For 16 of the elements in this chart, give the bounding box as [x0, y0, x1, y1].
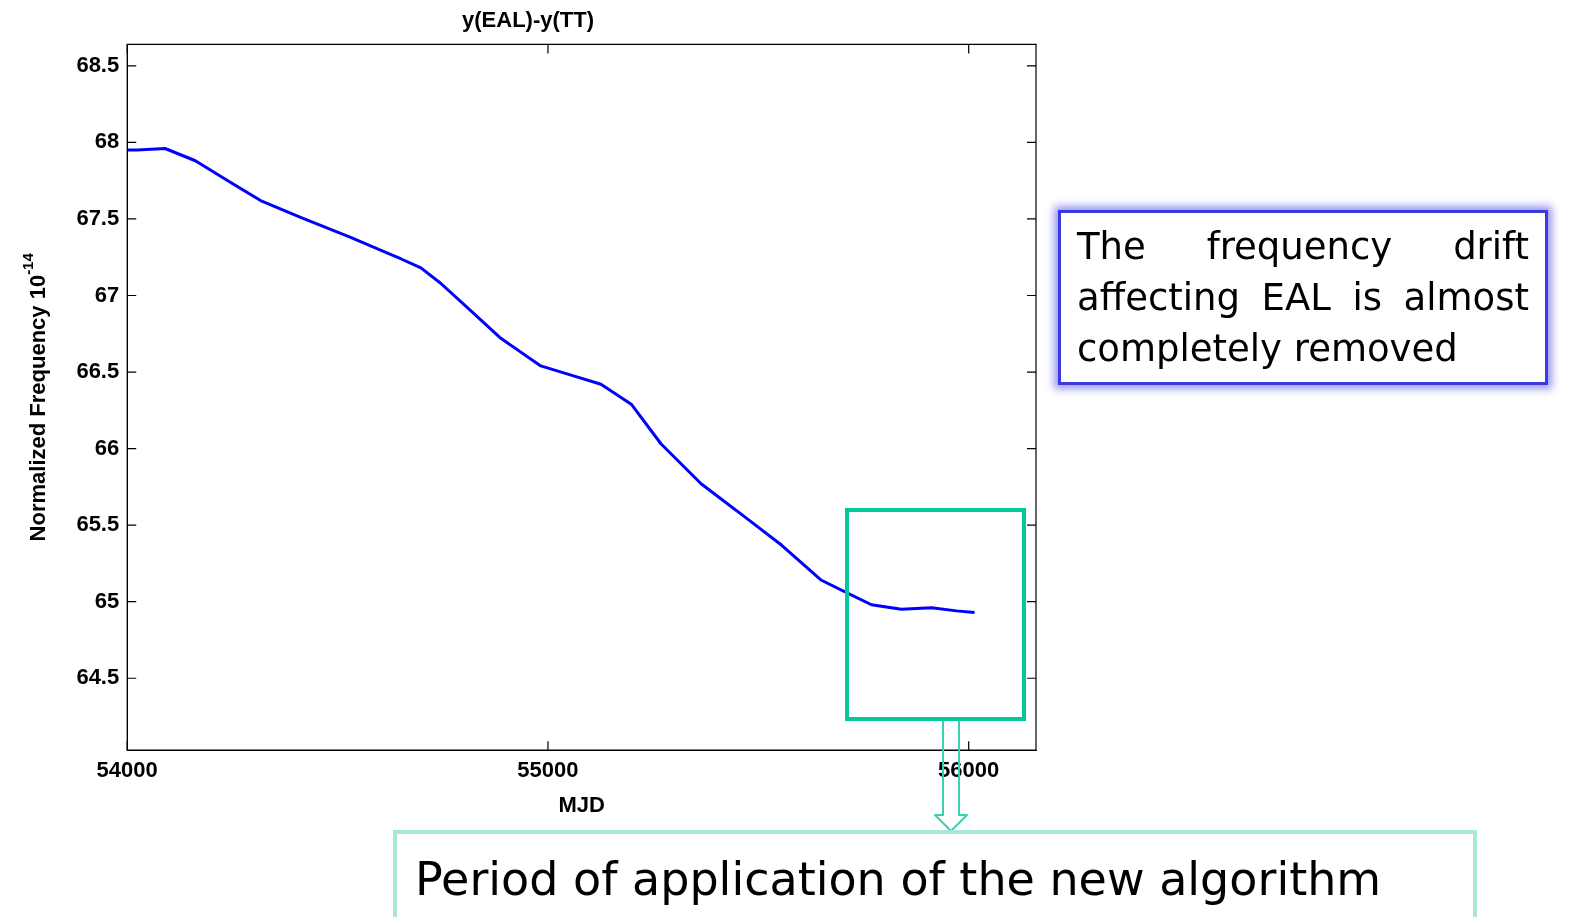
y-tick-label: 66 [94, 434, 120, 460]
chart-title: y(EAL)-y(TT) [462, 7, 594, 33]
x-tick-label: 54000 [96, 757, 158, 783]
y-tick-label: 65 [94, 587, 120, 613]
y-tick-label: 67 [94, 281, 120, 307]
y-tick-label: 65.5 [76, 511, 120, 537]
y-tick-label: 68.5 [76, 51, 120, 77]
y-tick-label: 68 [94, 128, 120, 154]
y-tick-label: 64.5 [76, 664, 120, 690]
text: The frequency drift affecting EAL is almost completely removed [1058, 210, 1548, 385]
x-axis-title: MJD [558, 791, 605, 817]
y-axis-title: Normalized Frequency 10-14 [19, 252, 50, 542]
x-tick-label: 55000 [517, 757, 579, 783]
y-tick-label: 66.5 [76, 358, 120, 384]
text: Period of application of the new algorithm [393, 830, 1477, 917]
y-tick-label: 67.5 [76, 205, 120, 230]
